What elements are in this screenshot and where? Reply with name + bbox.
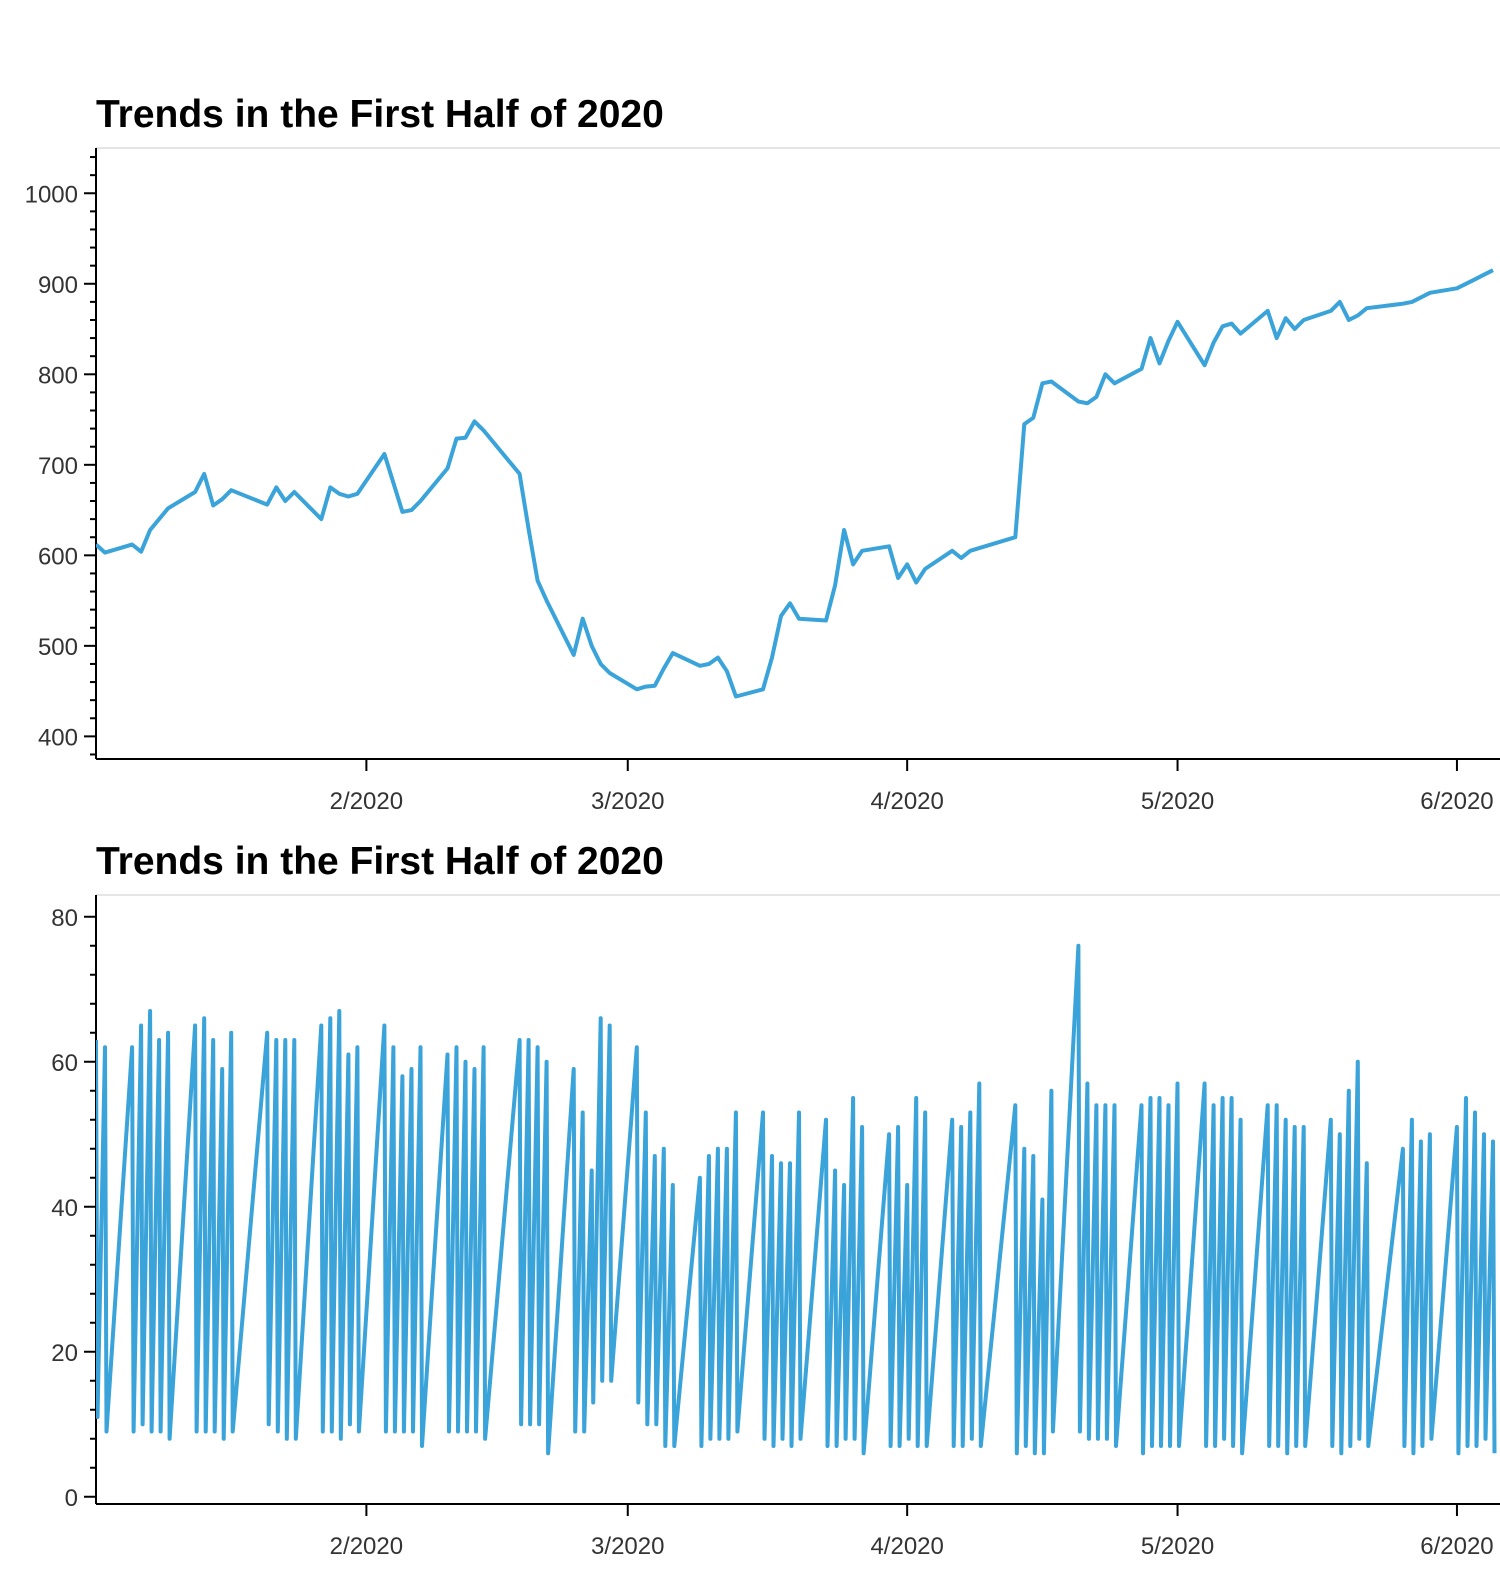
chart-1-y-tick-label: 800 <box>38 362 78 389</box>
chart-1-y-tick-label: 1000 <box>25 181 78 208</box>
chart-1-y-tick-label: 900 <box>38 272 78 299</box>
chart-1-series-line <box>96 268 1494 699</box>
chart-2-y-tick-label: 0 <box>65 1485 78 1512</box>
chart-1-y-tick-label: 600 <box>38 543 78 570</box>
chart-1-x-tick-label: 6/2020 <box>1420 788 1493 815</box>
chart-1-x-tick-label: 3/2020 <box>591 788 664 815</box>
chart-2-series-line <box>96 943 1497 1456</box>
chart-2-x-tick-label: 3/2020 <box>591 1533 664 1560</box>
chart-1-y-tick-label: 700 <box>38 453 78 480</box>
chart-2-y-tick-label: 20 <box>51 1340 78 1367</box>
chart-1-y-tick-label: 400 <box>38 724 78 751</box>
chart-1-x-tick-label: 5/2020 <box>1141 788 1214 815</box>
chart-2-y-tick-label: 80 <box>51 905 78 932</box>
chart-2-x-tick-label: 2/2020 <box>330 1533 403 1560</box>
chart-1-plot: 400 500 600 700 800 900 1000 2/2020 3/2020 4/2020… <box>25 147 1500 815</box>
chart-1-y-tick-label: 500 <box>38 634 78 661</box>
chart-2-y-tick-label: 60 <box>51 1050 78 1077</box>
chart-2-x-tick-label: 5/2020 <box>1141 1533 1214 1560</box>
chart-1-title: Trends in the First Half of 2020 <box>96 93 664 136</box>
chart-1-x-tick-label: 4/2020 <box>870 788 943 815</box>
chart-2-y-tick-label: 40 <box>51 1195 78 1222</box>
chart-2-title: Trends in the First Half of 2020 <box>96 840 664 883</box>
chart-2-x-tick-label: 4/2020 <box>870 1533 943 1560</box>
chart-2-x-tick-label: 6/2020 <box>1420 1533 1493 1560</box>
chart-1-x-tick-label: 2/2020 <box>330 788 403 815</box>
